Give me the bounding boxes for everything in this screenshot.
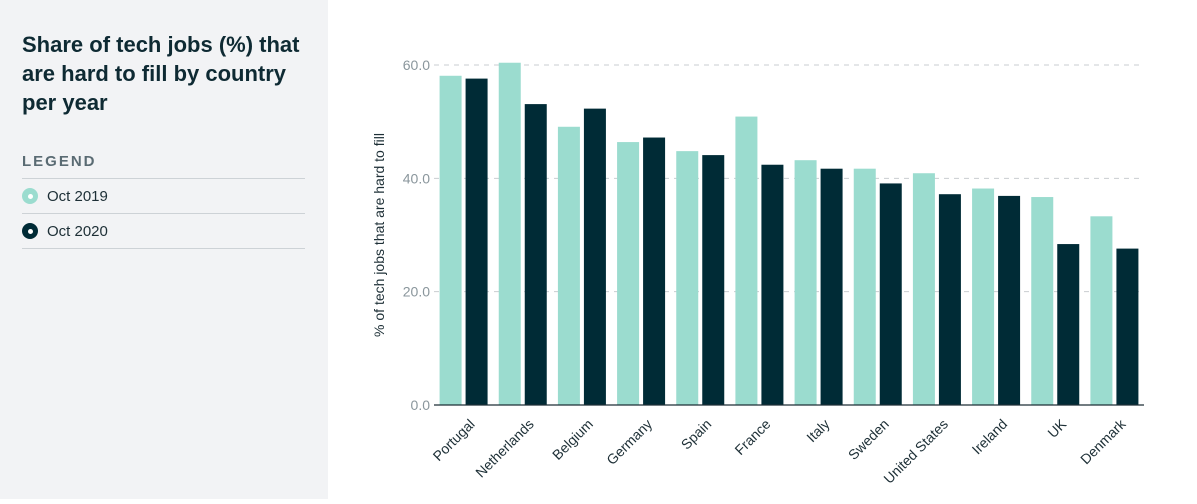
bar-oct-2020 <box>820 168 843 405</box>
y-tick-label: 20.0 <box>403 284 430 300</box>
x-tick-label: UK <box>1044 415 1070 441</box>
x-tick-label: Belgium <box>549 416 596 463</box>
x-tick-label: France <box>731 416 773 458</box>
legend-item-oct-2020[interactable]: Oct 2020 <box>22 214 305 249</box>
bar-oct-2019 <box>1031 197 1054 405</box>
bar-oct-2019 <box>676 151 699 405</box>
legend-swatch-oct-2019-icon <box>22 188 38 204</box>
bar-oct-2020 <box>583 108 606 405</box>
x-tick-label: Ireland <box>969 416 1011 458</box>
bar-oct-2019 <box>853 168 876 405</box>
x-tick-label: Italy <box>803 416 832 445</box>
legend-label: Oct 2019 <box>47 187 108 205</box>
legend-label: Oct 2020 <box>47 222 108 240</box>
x-tick-label: Spain <box>678 416 715 453</box>
x-tick-label: Sweden <box>845 416 892 463</box>
y-tick-label: 60.0 <box>403 57 430 73</box>
chart-title: Share of tech jobs (%) that are hard to … <box>22 32 300 115</box>
sidebar: Share of tech jobs (%) that are hard to … <box>0 0 328 499</box>
chart-area: 0.0 20.0 40.0 60.0 % of tech jobs that are h… <box>328 0 1197 499</box>
x-tick-label: Germany <box>603 416 655 468</box>
y-tick-label: 40.0 <box>403 170 430 186</box>
bar-oct-2019 <box>617 142 640 406</box>
bar-oct-2020 <box>465 78 488 405</box>
bar-oct-2020 <box>1116 248 1139 405</box>
bar-oct-2020 <box>879 183 902 405</box>
bar-oct-2019 <box>912 173 935 405</box>
bar-oct-2020 <box>643 137 666 406</box>
bar-chart: 0.0 20.0 40.0 60.0 % of tech jobs that are h… <box>371 57 1144 487</box>
bar-oct-2019 <box>557 126 580 406</box>
x-tick-label: Netherlands <box>472 416 537 481</box>
x-tick-label: Portugal <box>430 416 478 464</box>
legend-heading: LEGEND <box>22 153 305 179</box>
legend-item-oct-2019[interactable]: Oct 2019 <box>22 179 305 214</box>
bar-oct-2019 <box>498 62 521 405</box>
bar-oct-2020 <box>524 104 547 405</box>
bar-oct-2020 <box>938 194 961 405</box>
bar-oct-2020 <box>1057 244 1080 405</box>
bar-oct-2020 <box>998 195 1021 405</box>
bar-oct-2019 <box>439 75 462 406</box>
y-tick-label: 0.0 <box>411 397 431 413</box>
bar-oct-2019 <box>972 188 995 405</box>
bar-oct-2020 <box>702 155 725 405</box>
legend-swatch-oct-2020-icon <box>22 223 38 239</box>
x-tick-label: Denmark <box>1077 415 1129 467</box>
bar-oct-2020 <box>761 164 784 405</box>
bar-oct-2019 <box>1090 216 1113 405</box>
bar-oct-2019 <box>794 160 817 405</box>
bar-oct-2019 <box>735 116 758 406</box>
y-axis-label: % of tech jobs that are hard to fill <box>371 133 387 337</box>
